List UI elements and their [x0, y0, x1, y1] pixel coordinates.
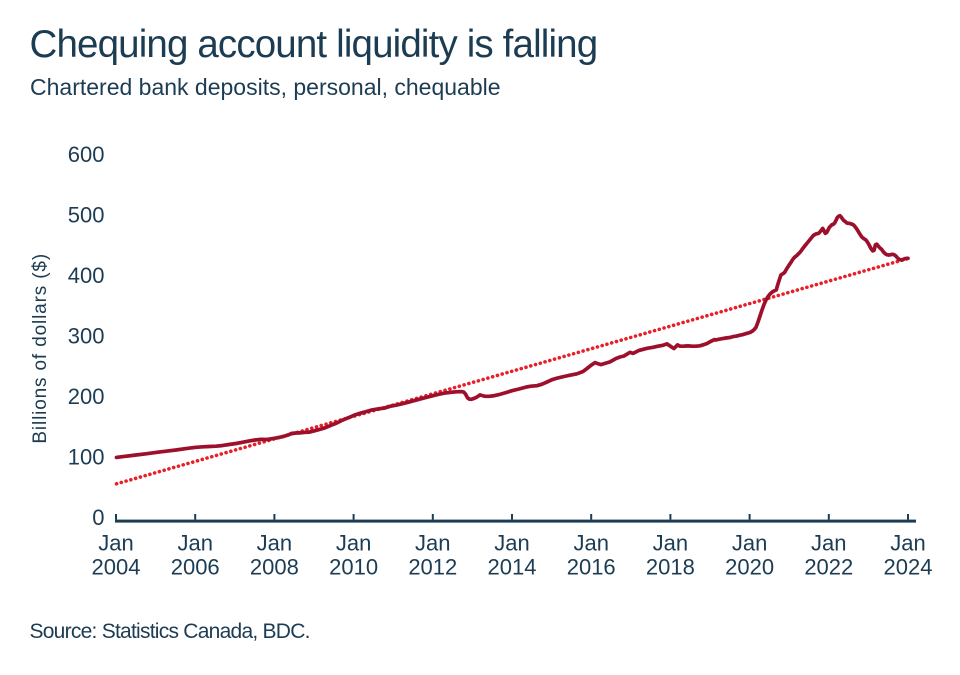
- svg-text:2024: 2024: [884, 554, 933, 579]
- svg-text:300: 300: [68, 324, 105, 349]
- svg-text:Jan: Jan: [98, 530, 133, 555]
- svg-text:2014: 2014: [488, 554, 537, 579]
- svg-text:0: 0: [92, 505, 104, 530]
- svg-text:Jan: Jan: [573, 530, 608, 555]
- svg-text:Jan: Jan: [257, 530, 292, 555]
- svg-text:Jan: Jan: [494, 530, 529, 555]
- svg-text:Jan: Jan: [336, 530, 371, 555]
- svg-text:500: 500: [68, 203, 105, 228]
- svg-text:Jan: Jan: [890, 530, 925, 555]
- svg-text:2012: 2012: [408, 554, 457, 579]
- svg-text:2016: 2016: [567, 554, 616, 579]
- svg-text:Chartered bank deposits, perso: Chartered bank deposits, personal, chequ…: [30, 74, 501, 100]
- svg-text:2022: 2022: [804, 554, 853, 579]
- svg-text:Jan: Jan: [177, 530, 212, 555]
- svg-text:Source: Statistics Canada, BDC: Source: Statistics Canada, BDC.: [30, 620, 310, 643]
- svg-text:2018: 2018: [646, 554, 695, 579]
- svg-text:Chequing account liquidity is: Chequing account liquidity is falling: [30, 23, 598, 66]
- svg-text:2020: 2020: [725, 554, 774, 579]
- svg-text:Jan: Jan: [732, 530, 767, 555]
- svg-text:100: 100: [68, 445, 105, 470]
- svg-text:400: 400: [68, 263, 105, 288]
- svg-text:Jan: Jan: [653, 530, 688, 555]
- svg-text:2008: 2008: [250, 554, 299, 579]
- svg-text:Billions of dollars ($): Billions of dollars ($): [30, 253, 51, 444]
- svg-text:600: 600: [68, 142, 105, 167]
- svg-text:2004: 2004: [92, 554, 141, 579]
- svg-text:2010: 2010: [329, 554, 378, 579]
- svg-text:Jan: Jan: [811, 530, 846, 555]
- svg-text:2006: 2006: [171, 554, 220, 579]
- svg-text:Jan: Jan: [415, 530, 450, 555]
- svg-text:200: 200: [68, 384, 105, 409]
